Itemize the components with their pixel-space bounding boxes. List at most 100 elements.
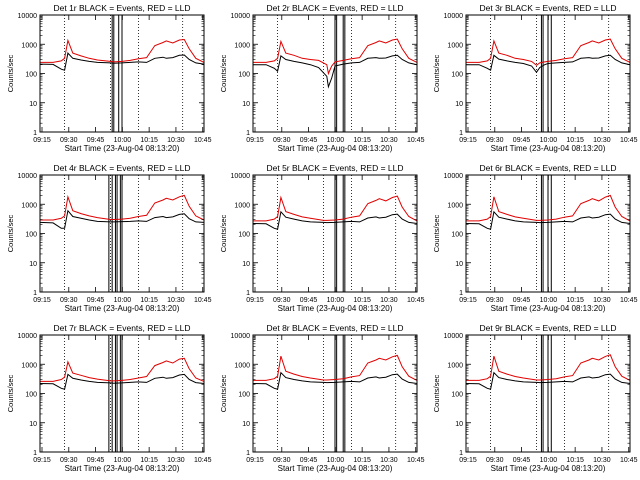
y-axis-label: Counts/sec bbox=[432, 374, 441, 412]
x-tick-label: 09:45 bbox=[513, 297, 531, 304]
x-tick-label: 09:45 bbox=[300, 457, 318, 464]
y-tick-label: 10000 bbox=[18, 333, 38, 340]
series-line-lld-red bbox=[253, 354, 418, 381]
x-tick-label: 09:45 bbox=[513, 457, 531, 464]
series-line-events-black bbox=[465, 371, 631, 390]
x-tick-label: 10:30 bbox=[380, 297, 398, 304]
x-tick-label: 09:30 bbox=[273, 137, 291, 144]
y-tick-label: 1000 bbox=[447, 42, 463, 49]
series-line-lld-red bbox=[253, 38, 418, 76]
y-tick-label: 1 bbox=[246, 450, 250, 457]
series-line-events-black bbox=[252, 371, 418, 390]
x-axis-label: Start Time (23-Aug-04 08:13:20) bbox=[491, 304, 606, 313]
y-tick-label: 1 bbox=[246, 130, 250, 137]
y-tick-label: 1000 bbox=[21, 362, 37, 369]
x-tick-label: 09:30 bbox=[486, 137, 504, 144]
chart-panel-4: Det 4r BLACK = Events, RED = LLD 1 10 100 10… bbox=[6, 163, 212, 313]
data-gap-bar bbox=[540, 14, 544, 133]
x-tick-label: 09:30 bbox=[60, 137, 78, 144]
y-axis-label: Counts/sec bbox=[6, 374, 15, 412]
y-tick-label: 10000 bbox=[444, 333, 464, 340]
series-line-events-black bbox=[252, 210, 418, 230]
y-tick-label: 100 bbox=[451, 232, 463, 239]
x-tick-label: 09:45 bbox=[87, 457, 105, 464]
x-axis-label: Start Time (23-Aug-04 08:13:20) bbox=[491, 464, 606, 473]
series-line-lld-red bbox=[40, 38, 205, 63]
x-tick-label: 10:00 bbox=[327, 137, 345, 144]
x-tick-label: 10:15 bbox=[353, 457, 371, 464]
series-line-lld-red bbox=[466, 194, 631, 222]
chart-panel-7: Det 7r BLACK = Events, RED = LLD 1 10 100 10… bbox=[6, 323, 212, 473]
series-line-events-black bbox=[39, 52, 205, 71]
chart-panel-9: Det 9r BLACK = Events, RED = LLD 1 10 100 10… bbox=[432, 323, 638, 473]
y-tick-label: 1 bbox=[459, 290, 463, 297]
data-gap-bar bbox=[547, 174, 552, 293]
x-tick-label: 10:00 bbox=[327, 297, 345, 304]
x-axis-label: Start Time (23-Aug-04 08:13:20) bbox=[65, 464, 180, 473]
series-line-lld-red bbox=[40, 194, 205, 221]
data-gap-bar bbox=[547, 14, 552, 133]
series-line-events-black bbox=[466, 54, 631, 74]
data-gap-bar bbox=[334, 174, 338, 293]
x-tick-label: 10:30 bbox=[380, 137, 398, 144]
y-tick-label: 1 bbox=[33, 290, 37, 297]
x-tick-label: 09:30 bbox=[486, 457, 504, 464]
y-tick-label: 100 bbox=[451, 72, 463, 79]
chart-panel-5: Det 5r BLACK = Events, RED = LLD 1 10 100 10… bbox=[219, 163, 425, 313]
y-axis-label: Counts/sec bbox=[432, 54, 441, 92]
x-tick-label: 09:15 bbox=[459, 457, 477, 464]
chart-title: Det 3r BLACK = Events, RED = LLD bbox=[479, 3, 616, 13]
x-tick-label: 10:30 bbox=[593, 457, 611, 464]
y-tick-label: 100 bbox=[25, 392, 37, 399]
x-tick-label: 10:30 bbox=[593, 137, 611, 144]
x-tick-label: 09:30 bbox=[60, 297, 78, 304]
data-gap-bar bbox=[334, 14, 338, 133]
chart-panel-3: Det 3r BLACK = Events, RED = LLD 1 10 100 10… bbox=[432, 3, 638, 153]
y-tick-label: 1000 bbox=[447, 362, 463, 369]
y-tick-label: 10 bbox=[29, 261, 37, 268]
x-tick-label: 10:45 bbox=[194, 297, 212, 304]
series-line-events-black bbox=[39, 373, 205, 390]
y-tick-label: 10 bbox=[29, 101, 37, 108]
series-line-lld-red bbox=[40, 357, 205, 382]
chart-title: Det 7r BLACK = Events, RED = LLD bbox=[53, 323, 190, 333]
x-tick-label: 10:00 bbox=[114, 297, 132, 304]
x-tick-label: 10:30 bbox=[167, 457, 185, 464]
y-tick-label: 10000 bbox=[444, 13, 464, 20]
x-tick-label: 09:30 bbox=[273, 457, 291, 464]
x-tick-label: 10:45 bbox=[407, 457, 425, 464]
y-tick-label: 10 bbox=[242, 101, 250, 108]
y-tick-label: 10000 bbox=[18, 173, 38, 180]
chart-panel-8: Det 8r BLACK = Events, RED = LLD 1 10 100 10… bbox=[219, 323, 425, 473]
x-tick-label: 09:15 bbox=[33, 457, 51, 464]
y-tick-label: 1000 bbox=[234, 202, 250, 209]
x-tick-label: 10:00 bbox=[327, 457, 345, 464]
y-axis-label: Counts/sec bbox=[432, 214, 441, 252]
x-tick-label: 10:30 bbox=[593, 297, 611, 304]
x-tick-label: 09:15 bbox=[33, 137, 51, 144]
x-tick-label: 09:15 bbox=[246, 137, 264, 144]
y-tick-label: 10 bbox=[455, 421, 463, 428]
x-axis-label: Start Time (23-Aug-04 08:13:20) bbox=[278, 464, 393, 473]
x-tick-label: 10:15 bbox=[566, 137, 584, 144]
x-tick-label: 09:15 bbox=[33, 297, 51, 304]
data-gap-bar bbox=[547, 334, 552, 453]
chart-title: Det 8r BLACK = Events, RED = LLD bbox=[266, 323, 403, 333]
y-tick-label: 10000 bbox=[231, 173, 251, 180]
x-tick-label: 09:15 bbox=[459, 297, 477, 304]
y-tick-label: 100 bbox=[451, 392, 463, 399]
y-tick-label: 1 bbox=[459, 450, 463, 457]
data-gap-bar bbox=[114, 334, 118, 453]
x-tick-label: 09:30 bbox=[273, 297, 291, 304]
y-tick-label: 10 bbox=[242, 421, 250, 428]
y-tick-label: 1 bbox=[459, 130, 463, 137]
y-axis-label: Counts/sec bbox=[6, 214, 15, 252]
y-tick-label: 100 bbox=[238, 72, 250, 79]
chart-title: Det 2r BLACK = Events, RED = LLD bbox=[266, 3, 403, 13]
y-tick-label: 1 bbox=[33, 450, 37, 457]
y-tick-label: 1000 bbox=[21, 42, 37, 49]
x-tick-label: 10:00 bbox=[540, 137, 558, 144]
y-tick-label: 100 bbox=[238, 392, 250, 399]
data-gap-bar bbox=[114, 174, 118, 293]
x-tick-label: 09:45 bbox=[87, 137, 105, 144]
